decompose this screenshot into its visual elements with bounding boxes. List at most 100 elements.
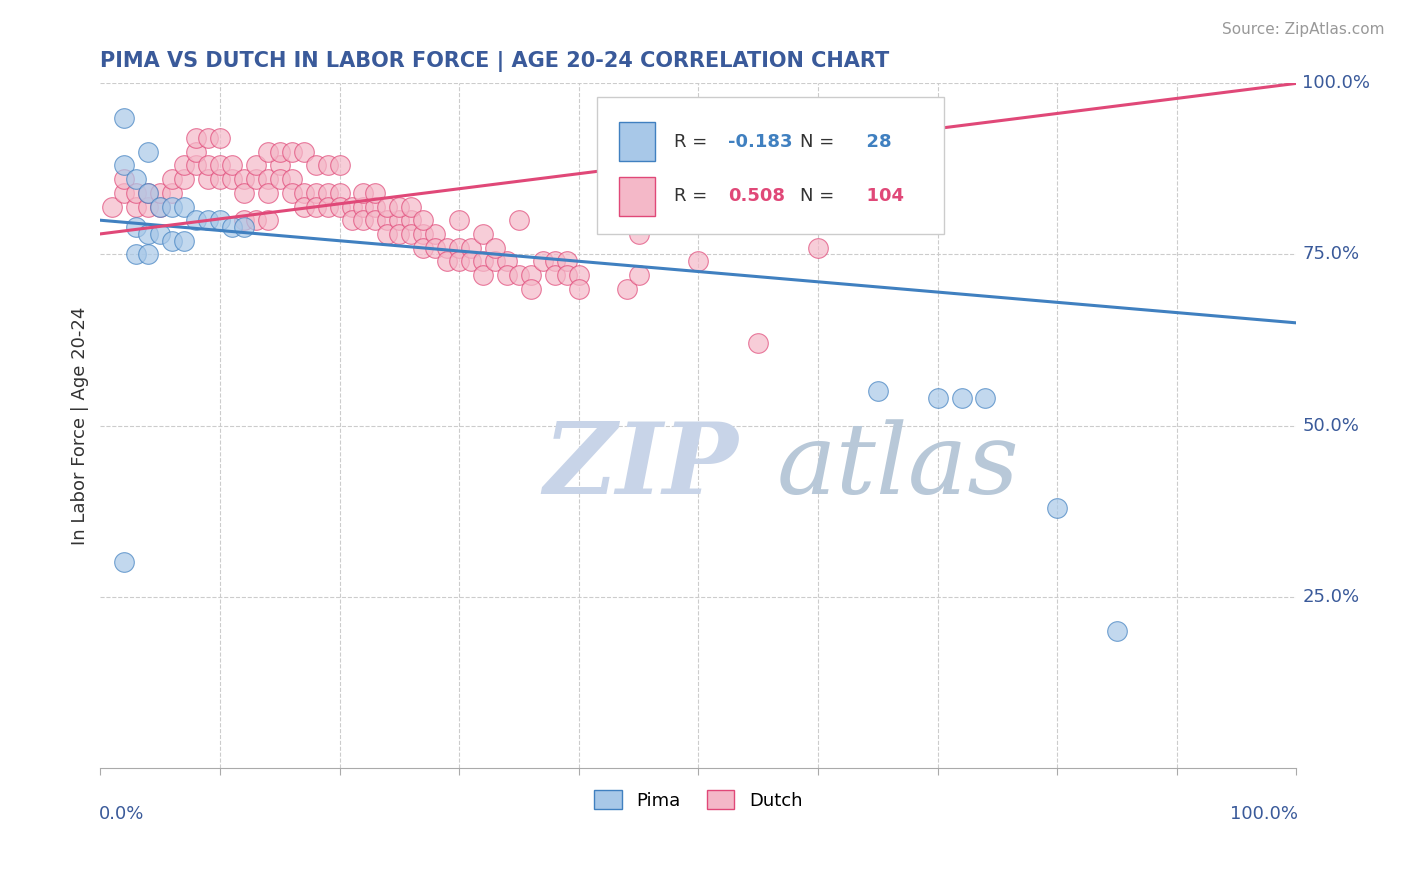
Point (807, 200, 830, 214)
Point (173, 172, 195, 186)
Point (555, 254, 578, 268)
Point (160, 200, 183, 214)
Point (136, 200, 159, 214)
Point (544, 268, 567, 282)
Point (221, 159, 243, 173)
Point (807, 241, 830, 255)
Text: 25.0%: 25.0% (1302, 588, 1360, 606)
Point (388, 200, 411, 214)
Text: 0.508: 0.508 (728, 187, 786, 205)
Point (112, 172, 135, 186)
Point (472, 268, 495, 282)
Point (460, 254, 482, 268)
Point (256, 186, 278, 200)
Text: 100.0%: 100.0% (1230, 805, 1298, 823)
Text: PIMA VS DUTCH IN LABOR FORCE | AGE 20-24 CORRELATION CHART: PIMA VS DUTCH IN LABOR FORCE | AGE 20-24… (100, 51, 890, 71)
Point (280, 186, 302, 200)
Point (377, 200, 399, 214)
Point (149, 200, 172, 214)
Point (316, 200, 339, 214)
Point (544, 254, 567, 268)
Point (412, 241, 434, 255)
Point (364, 186, 387, 200)
Point (160, 186, 183, 200)
Point (340, 213, 363, 227)
Point (149, 186, 172, 200)
Point (520, 268, 543, 282)
Point (353, 200, 375, 214)
Point (136, 186, 159, 200)
Point (221, 172, 243, 186)
Point (112, 111, 135, 125)
Point (436, 241, 458, 255)
Point (101, 200, 124, 214)
FancyBboxPatch shape (620, 177, 655, 216)
Text: 28: 28 (853, 133, 891, 151)
Point (173, 234, 195, 248)
Point (377, 213, 399, 227)
Point (627, 227, 650, 241)
Text: 100.0%: 100.0% (1302, 74, 1371, 93)
Point (149, 227, 172, 241)
Point (508, 268, 530, 282)
Point (292, 186, 315, 200)
Point (950, 391, 973, 405)
Point (256, 145, 278, 159)
Point (747, 336, 769, 351)
Point (197, 213, 219, 227)
Point (449, 241, 471, 255)
Point (460, 241, 482, 255)
Point (173, 200, 195, 214)
Point (531, 254, 554, 268)
Point (316, 186, 339, 200)
Point (269, 145, 291, 159)
Point (221, 220, 243, 235)
Point (927, 391, 949, 405)
Legend: Pima, Dutch: Pima, Dutch (588, 783, 810, 817)
Point (245, 159, 267, 173)
Point (472, 254, 495, 268)
Point (112, 555, 135, 569)
Text: atlas: atlas (776, 419, 1019, 514)
Point (484, 254, 506, 268)
Point (555, 268, 578, 282)
Point (627, 268, 650, 282)
Point (208, 172, 231, 186)
Text: N =: N = (800, 187, 839, 205)
Point (280, 172, 302, 186)
Point (484, 241, 506, 255)
Point (974, 391, 997, 405)
Point (136, 186, 159, 200)
Point (232, 186, 254, 200)
FancyBboxPatch shape (620, 122, 655, 161)
Point (568, 282, 591, 296)
Text: R =: R = (675, 187, 713, 205)
Point (401, 200, 423, 214)
Point (496, 268, 519, 282)
Text: 104: 104 (853, 187, 904, 205)
Point (688, 254, 710, 268)
Point (866, 384, 889, 399)
Point (269, 159, 291, 173)
Point (401, 227, 423, 241)
Point (412, 227, 434, 241)
Point (232, 220, 254, 235)
Point (208, 131, 231, 145)
Point (136, 247, 159, 261)
Point (449, 254, 471, 268)
Point (377, 227, 399, 241)
Point (364, 213, 387, 227)
Point (340, 200, 363, 214)
Point (305, 200, 328, 214)
Point (256, 213, 278, 227)
Point (616, 282, 638, 296)
Point (197, 131, 219, 145)
Point (388, 227, 411, 241)
Point (449, 213, 471, 227)
Point (353, 186, 375, 200)
Text: -0.183: -0.183 (728, 133, 793, 151)
Point (208, 213, 231, 227)
FancyBboxPatch shape (596, 97, 943, 234)
Point (436, 254, 458, 268)
Point (292, 145, 315, 159)
